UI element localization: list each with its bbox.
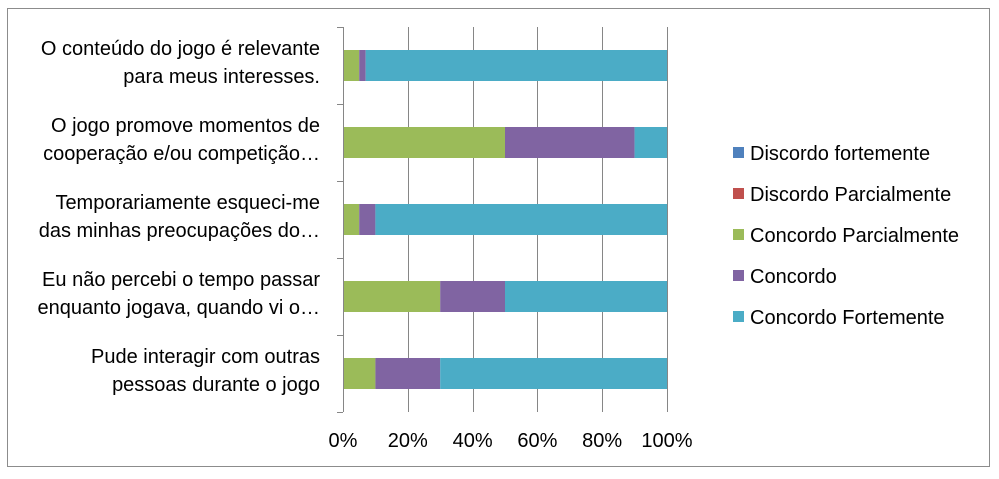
category-label: Temporariamente esqueci-me das minhas pre… (0, 189, 320, 245)
legend-item: Concordo Parcialmente (733, 222, 959, 250)
bar-segment (343, 127, 505, 158)
bar-segment (634, 127, 667, 158)
bar-segment (505, 127, 635, 158)
legend-label: Concordo Parcialmente (750, 225, 959, 247)
legend-label: Concordo Fortemente (750, 307, 945, 329)
category-label-line: Eu não percebi o tempo passar (42, 268, 320, 291)
legend-item: Discordo fortemente (733, 140, 930, 168)
chart-frame (7, 8, 990, 467)
category-label: O jogo promove momentos de cooperação e/o… (0, 112, 320, 168)
legend-swatch (733, 188, 744, 200)
category-label-line: das minhas preocupações do… (38, 219, 320, 242)
category-label-line: O conteúdo do jogo é relevante (40, 37, 320, 60)
legend-swatch (733, 270, 744, 282)
category-label-line: enquanto jogava, quando vi o… (37, 296, 320, 319)
legend-swatch (733, 229, 744, 241)
bar-segment (365, 50, 667, 81)
bar-segment (375, 204, 667, 235)
bar-segment (375, 358, 441, 389)
x-tick-label: 100% (641, 430, 692, 452)
bar-segment (343, 358, 376, 389)
legend-swatch (733, 311, 744, 323)
bar-segment (440, 281, 505, 312)
legend-swatch (733, 147, 744, 159)
legend-label: Discordo Parcialmente (750, 184, 952, 206)
category-label-line: O jogo promove momentos de (50, 114, 320, 137)
category-label: Pude interagir com outras pessoas durante… (0, 343, 320, 399)
legend-item: Concordo (733, 263, 837, 291)
bar-segment (440, 358, 667, 389)
x-tick-label: 20% (388, 430, 428, 452)
x-tick-label: 80% (582, 430, 622, 452)
bar-segment (343, 281, 441, 312)
category-label: Eu não percebi o tempo passar enquanto jo… (0, 266, 320, 322)
x-tick-label: 0% (329, 430, 358, 452)
bar-segment (359, 50, 366, 81)
category-label-line: cooperação e/ou competição… (43, 142, 320, 165)
bar-segment (359, 204, 376, 235)
bar-segment (505, 281, 667, 312)
x-tick-label: 40% (453, 430, 493, 452)
legend-item: Discordo Parcialmente (733, 181, 951, 209)
legend-label: Discordo fortemente (750, 143, 931, 165)
category-label-line: para meus interesses. (123, 65, 320, 88)
category-label-line: pessoas durante o jogo (112, 373, 320, 396)
legend-item: Concordo Fortemente (733, 304, 945, 332)
category-label: O conteúdo do jogo é relevante para meus … (0, 35, 320, 91)
x-tick-label: 60% (517, 430, 557, 452)
category-label-line: Pude interagir com outras (90, 345, 320, 368)
bar-segment (343, 204, 360, 235)
bar-segment (343, 50, 360, 81)
category-label-line: Temporariamente esqueci-me (55, 191, 320, 214)
legend-label: Concordo (750, 266, 837, 288)
